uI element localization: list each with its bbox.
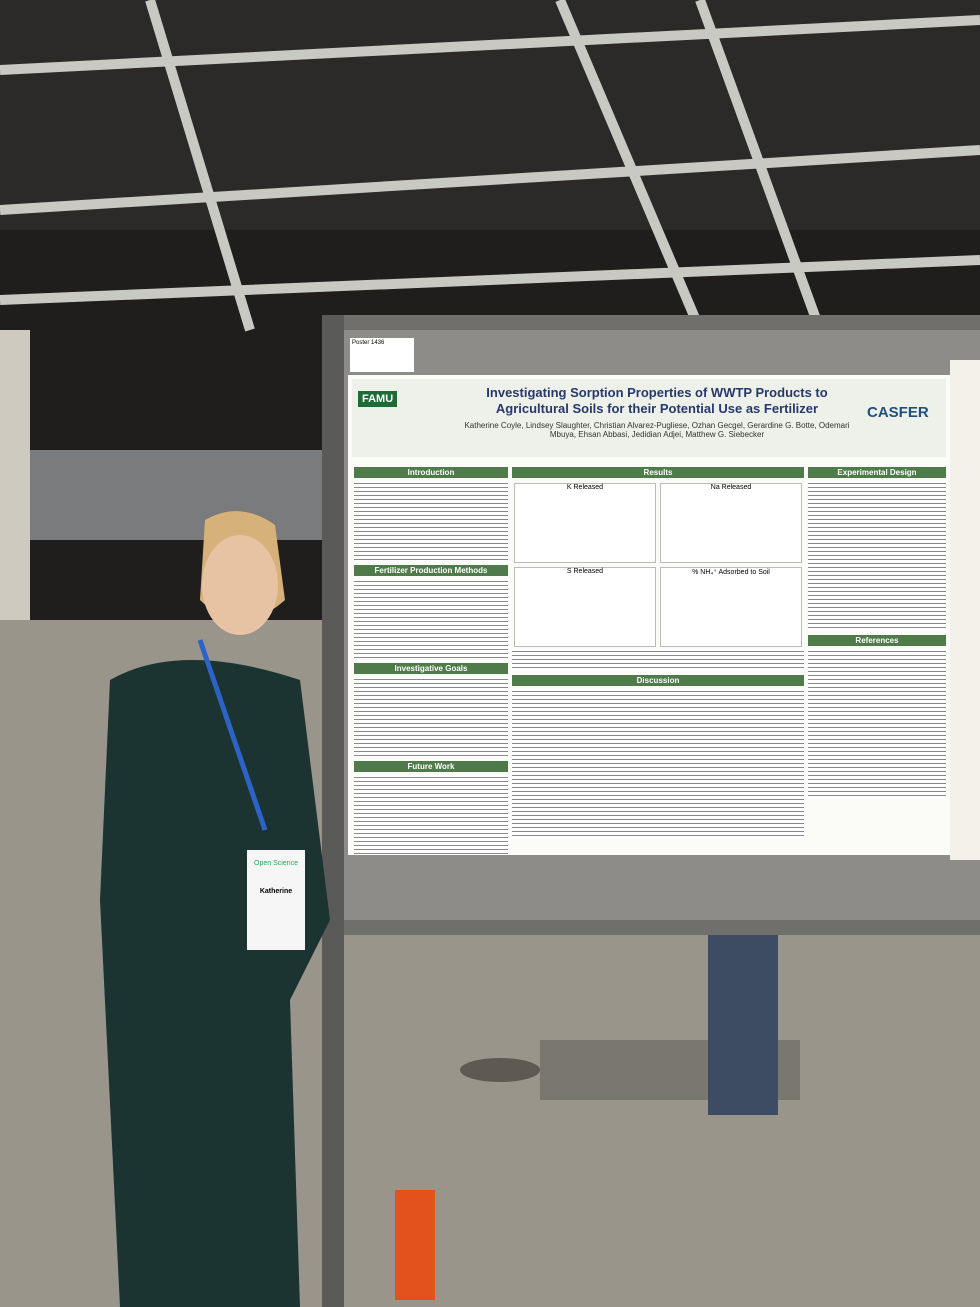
badge-event: Open Science bbox=[254, 860, 298, 867]
middle-column: Results K Released Na Released S Released% … bbox=[512, 467, 804, 843]
logo: CASFER bbox=[867, 404, 929, 421]
section-heading: Investigative Goals bbox=[354, 663, 508, 674]
logo: FAMU bbox=[358, 391, 398, 407]
section-heading: Experimental Design bbox=[808, 467, 946, 478]
section-heading: Introduction bbox=[354, 467, 508, 478]
right-column: Experimental Design References bbox=[808, 467, 946, 803]
section-heading: Discussion bbox=[512, 675, 804, 686]
body-text bbox=[808, 649, 946, 799]
chart-panel: % NH₄⁺ Adsorbed to Soil bbox=[660, 567, 802, 647]
poster-title: Investigating Sorption Properties of WWT… bbox=[486, 385, 828, 416]
chart-panel: S Released bbox=[514, 567, 656, 647]
poster-authors: Katherine Coyle, Lindsey Slaughter, Chri… bbox=[464, 421, 850, 439]
body-text bbox=[354, 481, 508, 561]
badge-name: Katherine bbox=[259, 888, 293, 895]
poster-header: FAMU CASFER Investigating Sorption Prope… bbox=[352, 379, 946, 457]
section-heading: Results bbox=[512, 467, 804, 478]
left-column: Introduction Fertilizer Production Method… bbox=[354, 467, 508, 859]
chart-panel: Na Released bbox=[660, 483, 802, 563]
chart-panel: K Released bbox=[514, 483, 656, 563]
poster-number: Poster 1436 bbox=[350, 338, 414, 372]
caption bbox=[512, 649, 804, 671]
body-text bbox=[512, 689, 804, 839]
poster: FAMU CASFER Investigating Sorption Prope… bbox=[348, 375, 950, 855]
body-text bbox=[354, 677, 508, 757]
body-text bbox=[354, 775, 508, 855]
section-heading: Future Work bbox=[354, 761, 508, 772]
chart-grid: K Released Na Released S Released% NH₄⁺ Ad… bbox=[512, 481, 804, 649]
body-text bbox=[354, 579, 508, 659]
section-heading: References bbox=[808, 635, 946, 646]
body-text bbox=[808, 481, 946, 631]
section-heading: Fertilizer Production Methods bbox=[354, 565, 508, 576]
